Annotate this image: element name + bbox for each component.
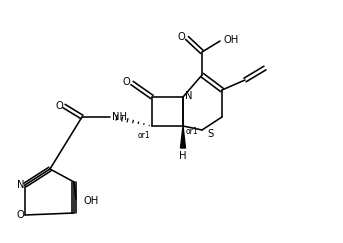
Text: N: N (185, 91, 192, 101)
Text: H: H (179, 151, 187, 161)
Text: OH: OH (84, 196, 99, 206)
Text: or1: or1 (138, 130, 150, 139)
Text: N: N (16, 180, 24, 190)
Text: S: S (207, 129, 213, 139)
Text: O: O (122, 77, 130, 87)
Text: O: O (55, 101, 63, 111)
Text: NH: NH (112, 112, 127, 122)
Text: or1: or1 (186, 127, 199, 136)
Polygon shape (180, 126, 186, 148)
Text: O: O (177, 32, 185, 42)
Text: O: O (16, 210, 24, 220)
Text: OH: OH (223, 35, 238, 45)
